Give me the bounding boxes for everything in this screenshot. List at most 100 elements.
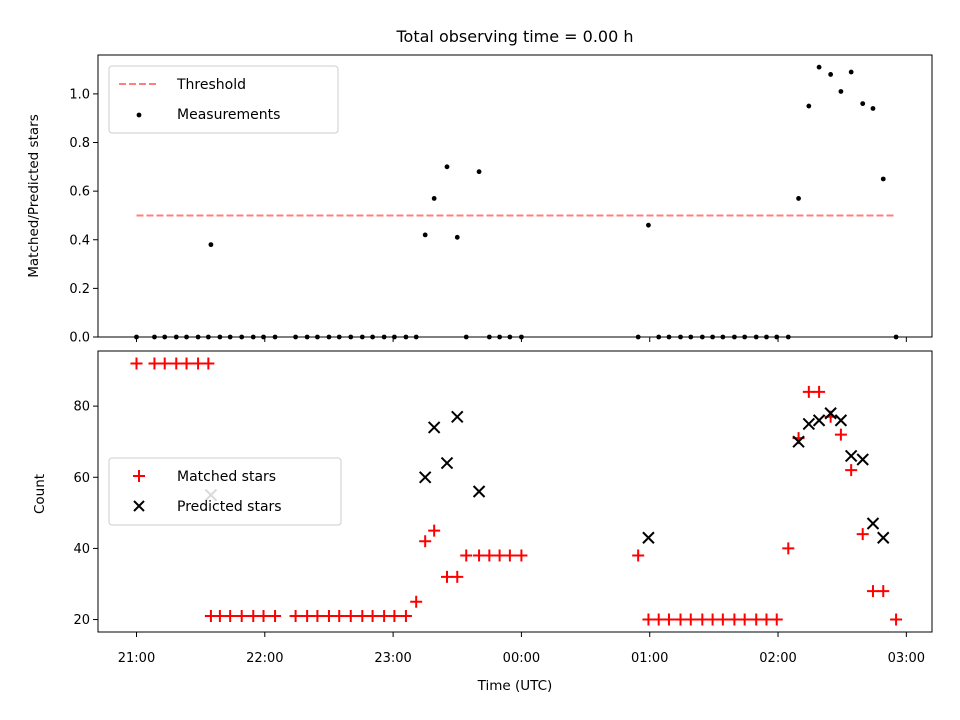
measurement-point bbox=[444, 164, 450, 170]
legend-measurements-label: Measurements bbox=[177, 107, 280, 123]
predicted-star-marker bbox=[866, 517, 880, 530]
matched-star-marker bbox=[483, 549, 496, 562]
top-y-ticks: 0.0 0.2 0.4 0.6 0.8 1.0 bbox=[69, 87, 907, 346]
predicted-stars-layer bbox=[204, 407, 890, 544]
bottom-panel: 20 40 60 80 21:00 22:00 23:00 00:00 01:00 02:00 03… bbox=[32, 350, 933, 694]
top-plot-frame bbox=[97, 54, 933, 338]
matched-star-marker bbox=[213, 609, 226, 622]
predicted-star-marker bbox=[418, 471, 432, 484]
matched-star-marker bbox=[738, 613, 751, 626]
predicted-star-marker bbox=[856, 453, 869, 466]
matched-star-marker bbox=[473, 549, 486, 562]
predicted-star-marker bbox=[812, 414, 826, 427]
bottom-legend-box bbox=[108, 457, 342, 526]
legend-threshold-label: Threshold bbox=[176, 77, 246, 93]
matched-star-marker bbox=[451, 570, 464, 583]
top-y-axis-label: Matched/Predicted stars bbox=[26, 114, 42, 277]
matched-star-marker bbox=[503, 549, 516, 562]
bottom-y-tick-label: 60 bbox=[73, 471, 90, 486]
top-y-tick-label: 0.4 bbox=[69, 233, 90, 248]
matched-star-marker bbox=[333, 609, 346, 622]
x-axis-label: Time (UTC) bbox=[477, 678, 553, 694]
bottom-y-tick-label: 40 bbox=[73, 542, 90, 557]
matched-star-marker bbox=[269, 609, 282, 622]
matched-star-marker bbox=[493, 549, 506, 562]
matched-star-marker bbox=[388, 609, 401, 622]
matched-star-marker bbox=[247, 609, 260, 622]
matched-star-marker bbox=[419, 535, 432, 548]
matched-star-marker bbox=[130, 357, 143, 370]
matched-star-marker bbox=[877, 585, 890, 598]
measurement-point bbox=[422, 232, 428, 238]
matched-star-marker bbox=[684, 613, 697, 626]
measurement-point bbox=[454, 234, 460, 240]
top-y-tick-label: 0.0 bbox=[69, 331, 90, 346]
matched-star-marker bbox=[289, 609, 302, 622]
top-y-tick-label: 0.2 bbox=[69, 282, 90, 297]
legend-predicted-label: Predicted stars bbox=[177, 499, 282, 515]
predicted-star-marker bbox=[802, 417, 816, 431]
x-tick-label: 22:00 bbox=[246, 651, 283, 666]
x-tick-label: 00:00 bbox=[503, 651, 540, 666]
measurement-point bbox=[796, 196, 801, 201]
predicted-star-marker bbox=[834, 414, 848, 427]
top-y-tick-label: 0.6 bbox=[69, 185, 90, 200]
matched-star-marker bbox=[428, 524, 441, 537]
legend-matched-swatch bbox=[133, 470, 145, 482]
matched-star-marker bbox=[632, 549, 645, 562]
measurement-point bbox=[870, 106, 876, 111]
measurement-point bbox=[646, 222, 651, 228]
predicted-star-marker bbox=[824, 407, 837, 420]
matched-star-marker bbox=[760, 613, 773, 626]
matched-star-marker bbox=[662, 613, 675, 626]
matched-star-marker bbox=[750, 613, 763, 626]
matched-star-marker bbox=[440, 570, 453, 583]
measurement-point bbox=[476, 169, 482, 175]
measurement-point bbox=[860, 101, 866, 107]
x-tick-label: 01:00 bbox=[631, 651, 668, 666]
bottom-legend: Matched stars Predicted stars bbox=[108, 457, 342, 526]
matched-star-marker bbox=[399, 609, 412, 622]
measurement-point bbox=[880, 176, 886, 182]
matched-star-marker bbox=[890, 613, 903, 626]
measurement-point bbox=[816, 64, 822, 70]
bottom-y-axis-label: Count bbox=[32, 474, 48, 514]
predicted-star-marker bbox=[440, 456, 454, 470]
matched-star-marker bbox=[344, 609, 357, 622]
measurement-point bbox=[208, 242, 214, 248]
matched-star-marker bbox=[235, 609, 248, 622]
matched-star-marker bbox=[378, 609, 391, 622]
x-tick-label: 02:00 bbox=[759, 651, 796, 666]
matched-star-marker bbox=[356, 609, 369, 622]
legend-predicted-swatch bbox=[133, 500, 145, 512]
predicted-star-marker bbox=[451, 410, 464, 424]
predicted-star-marker bbox=[642, 531, 655, 544]
chart-title: Total observing time = 0.00 h bbox=[395, 27, 633, 46]
matched-star-marker bbox=[515, 549, 528, 562]
matched-star-marker bbox=[834, 428, 847, 441]
x-tick-label: 23:00 bbox=[374, 651, 411, 666]
matched-star-marker bbox=[813, 385, 826, 398]
top-legend: Threshold Measurements bbox=[108, 65, 339, 134]
x-tick-label: 21:00 bbox=[118, 651, 155, 666]
bottom-y-tick-label: 20 bbox=[73, 613, 90, 628]
predicted-star-marker bbox=[877, 531, 890, 544]
matched-star-marker bbox=[202, 357, 215, 370]
matched-star-marker bbox=[696, 613, 709, 626]
matched-star-marker bbox=[180, 357, 193, 370]
legend-matched-label: Matched stars bbox=[177, 469, 276, 485]
predicted-star-marker bbox=[844, 449, 858, 463]
matched-star-marker bbox=[311, 609, 324, 622]
measurement-point bbox=[828, 72, 834, 77]
matched-star-marker bbox=[170, 357, 183, 370]
bottom-axis-ticks: 20 40 60 80 21:00 22:00 23:00 00:00 01:00 02:00 03… bbox=[73, 400, 925, 666]
x-tick-label: 03:00 bbox=[888, 651, 925, 666]
legend-measurements-swatch bbox=[136, 112, 142, 118]
matched-star-marker bbox=[782, 542, 795, 555]
matched-star-marker bbox=[192, 357, 205, 370]
matched-star-marker bbox=[716, 613, 729, 626]
matched-star-marker bbox=[257, 609, 270, 622]
predicted-star-marker bbox=[427, 421, 441, 434]
matched-star-marker bbox=[322, 609, 335, 622]
top-legend-box bbox=[108, 65, 339, 134]
